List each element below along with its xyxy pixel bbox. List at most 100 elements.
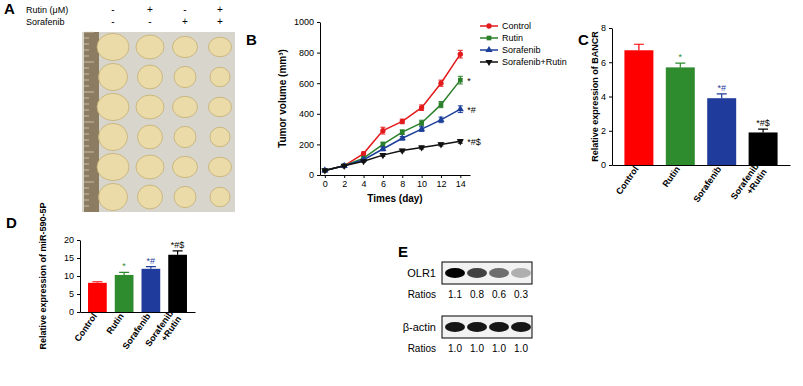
legend-label: Control [502, 21, 531, 31]
ratio-value: 1.0 [448, 343, 462, 354]
band [467, 268, 487, 278]
ruler-tick [84, 50, 89, 51]
tumor [136, 95, 164, 119]
tick: 6 [381, 175, 386, 189]
ruler-tick [84, 98, 89, 99]
marker [379, 153, 386, 159]
error-bar [438, 102, 443, 108]
tick-label: 0 [69, 307, 74, 317]
tumor [210, 127, 230, 147]
tick-label: 6 [601, 58, 606, 68]
x-axis: ControlRutinSorafenibSorafenib+Rutin [72, 308, 195, 354]
tumor [174, 126, 196, 147]
panel-label: D [6, 214, 17, 231]
tick: 20 [64, 235, 80, 245]
tumor [173, 36, 198, 57]
tick: 1000 [294, 17, 320, 27]
ruler-tick [84, 152, 94, 153]
tick-mark [77, 258, 80, 259]
y-axis: 02004006008001000 [294, 17, 321, 180]
ruler-tick [84, 182, 94, 183]
tick-mark [609, 97, 612, 98]
error-bar [675, 63, 685, 67]
legend-marker [486, 23, 491, 28]
tumor [174, 186, 196, 207]
band [489, 322, 509, 332]
tick: 4 [362, 175, 367, 189]
tick-mark [609, 165, 612, 166]
marker [419, 121, 424, 126]
tick-label: 0 [601, 160, 606, 170]
marker [438, 81, 443, 86]
ruler-tick [84, 68, 89, 69]
error-bar [400, 130, 405, 135]
marker [418, 145, 425, 151]
legend-label: Sorafenib [502, 45, 541, 55]
ruler-tick [84, 92, 94, 93]
tick-label: 200 [299, 140, 314, 150]
tick: 10 [64, 271, 80, 281]
tick-label-line: Sorafenib [691, 164, 723, 204]
ruler-tick [84, 110, 89, 111]
tick-label: 8 [400, 179, 405, 189]
row-label: OLR1 [407, 267, 436, 279]
axis-line [320, 23, 321, 176]
annotation: *#$ [467, 137, 481, 147]
tick-label: 6 [381, 179, 386, 189]
band [511, 322, 531, 332]
photo-background [82, 32, 235, 212]
figure: ARutin (μM)-+-+Sorafenib--++B02468101214… [0, 0, 803, 386]
bar [749, 132, 778, 165]
sign: + [182, 16, 188, 27]
tumor [173, 156, 198, 177]
tick-label-line: Rutin [661, 164, 682, 189]
bar [168, 255, 187, 312]
annotation: *# [717, 83, 726, 93]
tick-label: 800 [299, 48, 314, 58]
tick-label: Rutin [661, 164, 682, 189]
tick: Rutin [104, 311, 125, 336]
tick: Sorafenib [691, 164, 723, 204]
tumor [173, 96, 198, 117]
tick-label: 15 [64, 253, 74, 263]
marker [361, 151, 366, 156]
marker [439, 102, 444, 107]
ruler-tick [84, 80, 89, 81]
error-bar [380, 127, 385, 134]
annotation: *#$ [756, 118, 770, 128]
tick-label: Rutin [104, 311, 125, 336]
ruler-tick [84, 176, 89, 177]
tick: Control [72, 311, 99, 343]
sign: - [148, 16, 151, 27]
ruler-tick [84, 146, 89, 147]
tick-label: 10 [64, 271, 74, 281]
tumor [209, 97, 232, 117]
y-axis-title: Tumor volume (mm³) [277, 49, 288, 148]
annotation: * [467, 76, 471, 86]
ruler-tick [84, 140, 89, 141]
marker [321, 168, 328, 174]
error-bar [419, 105, 424, 111]
tick-mark [325, 175, 326, 178]
line [325, 141, 460, 170]
tick-mark [422, 175, 423, 178]
ratio-value: 1.1 [448, 289, 462, 300]
tumor [99, 183, 128, 210]
legend-label: Rutin [502, 33, 523, 43]
tick: 200 [299, 140, 320, 150]
ruler-tick [84, 74, 89, 75]
tick: 14 [456, 175, 466, 189]
marker [458, 51, 463, 56]
tick-label: Sorafenib+Rutin [729, 161, 769, 207]
tumor [136, 155, 164, 179]
tick-mark [317, 114, 320, 115]
tumor [210, 187, 230, 207]
tick-mark [317, 144, 320, 145]
tick: 10 [417, 175, 427, 189]
tick: 15 [64, 253, 80, 263]
marker [341, 164, 348, 170]
y-axis: 02468 [601, 23, 613, 170]
tick: 400 [299, 109, 320, 119]
tick-label: Sorafenib+Rutin [143, 308, 183, 354]
ratio-value: 0.8 [470, 289, 484, 300]
